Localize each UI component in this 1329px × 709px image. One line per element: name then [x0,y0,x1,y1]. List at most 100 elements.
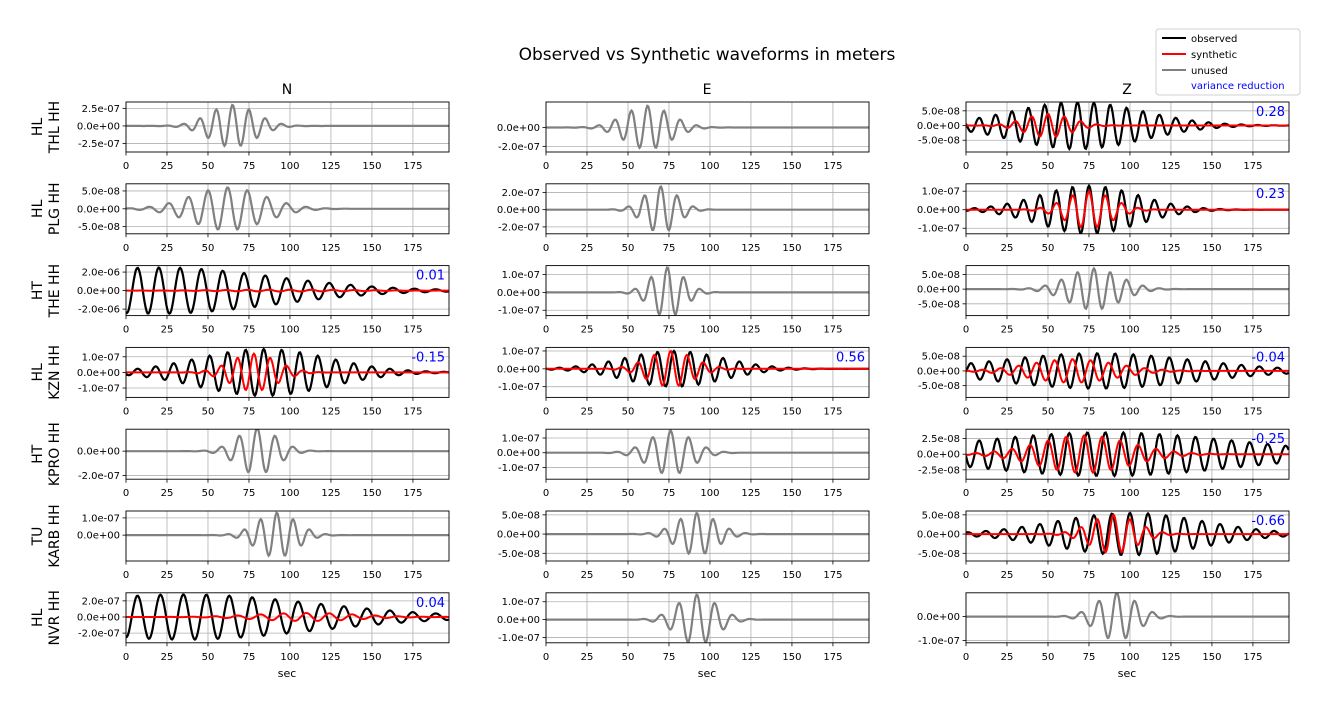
y-tick-label: 2.0e-07 [82,596,120,607]
column-titles: N E Z [282,82,1132,98]
panel-row6-e: 0 25 50 75 100 125 150 175 1.0e-07 0.0e+00 -1.0e-0… [497,592,870,663]
y-tick-label: 0.0e+00 [77,368,120,379]
panel-row1-z: 0 25 50 75 100 125 150 175 1.0e-07 0.0e+00 -1.0e-0… [917,183,1290,254]
x-tick-label: 100 [700,325,719,336]
x-tick-label: 125 [321,325,340,336]
x-tick-label: 175 [403,325,422,336]
panel-frame [545,592,870,644]
x-tick-label: 25 [1001,488,1014,499]
panel-frame [965,592,1290,644]
x-tick-label: 0 [963,488,969,499]
panel-frame [125,592,450,644]
variance-reduction-value: 0.04 [416,596,445,611]
y-tick-label: 0.0e+00 [77,447,120,458]
y-tick-label: 0.0e+00 [77,204,120,215]
figure-title: Observed vs Synthetic waveforms in meter… [519,45,896,65]
variance-reduction-value: 0.23 [1256,187,1285,202]
synthetic-waveform [546,349,869,388]
variance-reduction-value: 0.28 [1256,105,1285,120]
x-tick-label: 175 [403,652,422,663]
x-tick-label: 100 [700,570,719,581]
y-tick-label: 0.0e+00 [77,286,120,297]
x-tick-label: 75 [243,488,256,499]
y-tick-label: 2.0e-06 [82,268,120,279]
y-tick-label: -5.0e-08 [498,549,540,560]
x-tick-label: 100 [1120,325,1139,336]
legend-box [1155,28,1301,96]
panel-row6-z: 0 25 50 75 100 125 150 175 0.0e+00 -1.0e-07 [917,592,1290,663]
y-tick-label: 5.0e-08 [922,352,960,363]
x-tick-label: 0 [963,652,969,663]
synthetic-waveform [126,288,449,293]
x-tick-label: 75 [663,406,676,417]
panel-frame [965,346,1290,398]
x-tick-label: 125 [1161,406,1180,417]
x-tick-label: 150 [782,161,801,172]
x-tick-label: 0 [123,243,129,254]
y-tick-label: -1.0e-07 [498,633,540,644]
x-tick-label: 25 [1001,570,1014,581]
y-tick-label: 0.0e+00 [917,450,960,461]
panel-frame [545,510,870,562]
panel-row1-e: 0 25 50 75 100 125 150 175 2.0e-07 0.0e+00 -2.0e-0… [497,183,870,254]
x-tick-label: 50 [1042,161,1055,172]
x-tick-label: 125 [741,570,760,581]
x-tick-label: 175 [823,243,842,254]
x-tick-label: 150 [782,325,801,336]
y-tick-label: -2.5e-08 [918,465,960,476]
x-tick-label: 50 [1042,243,1055,254]
x-tick-label: 100 [1120,570,1139,581]
x-tick-label: 175 [823,406,842,417]
x-tick-label: 75 [663,325,676,336]
y-tick-label: 0.0e+00 [497,288,540,299]
x-tick-label: 125 [741,161,760,172]
observed-waveform [966,511,1289,557]
unused-waveform [546,593,869,643]
x-tick-label: 75 [1083,325,1096,336]
panel-frame [965,265,1290,317]
station-label: NVR HH [47,590,63,645]
panels: 0 25 50 75 100 125 150 175 2.5e-07 0.0e+00 -2.5e-0… [77,101,1290,663]
x-tick-label: 50 [202,652,215,663]
x-tick-label: 50 [622,652,635,663]
y-tick-label: 0.0e+00 [917,285,960,296]
y-tick-label: 1.0e-07 [502,434,540,445]
x-tick-label: 25 [581,325,594,336]
x-tick-label: 100 [1120,243,1139,254]
x-tick-label: 150 [1202,161,1221,172]
x-tick-label: 0 [123,488,129,499]
x-tick-label: 25 [161,488,174,499]
y-tick-label: 2.5e-08 [922,434,960,445]
y-tick-label: -2.0e-07 [78,629,120,640]
variance-reduction-value: 0.56 [836,350,865,365]
y-tick-label: 0.0e+00 [497,123,540,134]
x-tick-label: 0 [963,406,969,417]
x-tick-label: 150 [782,570,801,581]
variance-reduction-value: 0.01 [416,269,445,284]
x-tick-label: 125 [1161,570,1180,581]
y-tick-label: 0.0e+00 [917,205,960,216]
station-network-label: HT [30,281,46,301]
y-tick-label: 5.0e-08 [922,106,960,117]
x-tick-label: 150 [1202,243,1221,254]
x-tick-label: 75 [243,243,256,254]
x-tick-label: 125 [1161,243,1180,254]
x-tick-label: 75 [663,488,676,499]
y-tick-label: -1.0e-07 [498,463,540,474]
variance-reduction-value: -0.66 [1251,514,1285,529]
x-tick-label: 0 [963,570,969,581]
x-tick-label: 75 [243,652,256,663]
panel-row3-z: 0 25 50 75 100 125 150 175 5.0e-08 0.0e+00 -5.0e-0… [917,346,1290,417]
x-tick-label: 75 [663,161,676,172]
xlabel-e: sec [698,667,717,680]
panel-row4-e: 0 25 50 75 100 125 150 175 1.0e-07 0.0e+00 -1.0e-0… [497,428,870,499]
x-tick-label: 50 [622,325,635,336]
x-tick-label: 100 [1120,652,1139,663]
x-tick-label: 50 [1042,570,1055,581]
panel-frame [125,510,450,562]
synthetic-waveform [126,352,449,392]
y-tick-label: 5.0e-08 [82,186,120,197]
x-tick-label: 100 [700,243,719,254]
